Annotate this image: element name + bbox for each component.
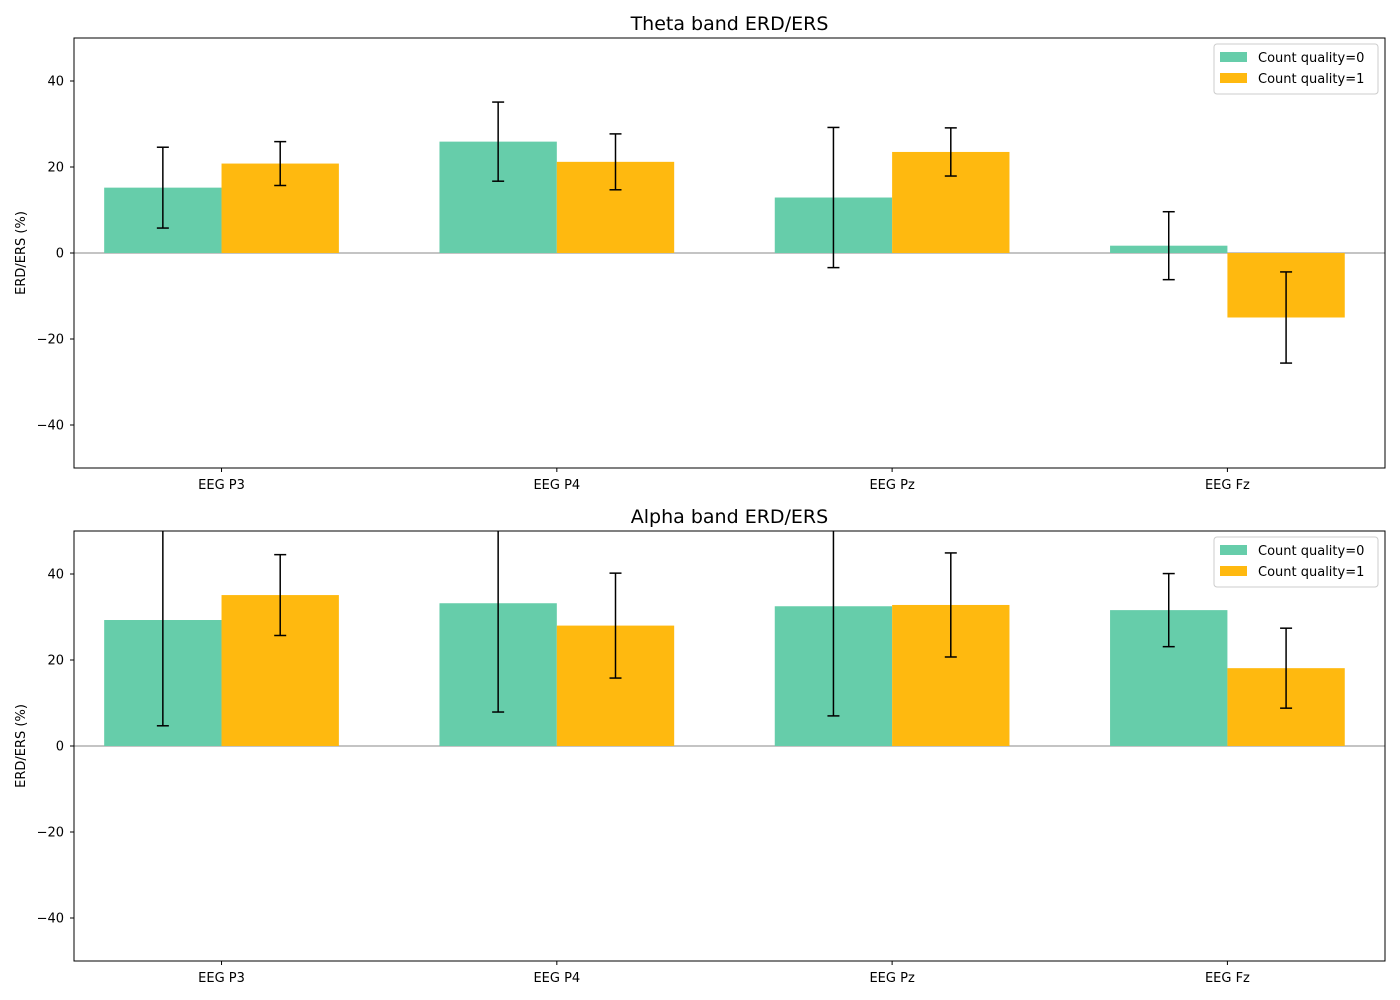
legend: Count quality=0 Count quality=1 [1213, 43, 1379, 95]
x-tick-label: EEG P3 [198, 971, 245, 986]
legend-swatch [1220, 545, 1247, 555]
x-tick-label: EEG Fz [1205, 971, 1250, 986]
y-tick-label: 40 [47, 75, 64, 90]
alpha-band-panel: −40 −20 0 20 40 EEG P3 EEG P4 EEG Pz EEG Fz Alpha… [14, 506, 1386, 986]
plot-area [74, 531, 1385, 747]
chart-title: Alpha band ERD/ERS [631, 506, 828, 528]
y-axis-label: ERD/ERS (%) [14, 704, 29, 788]
y-tick-label: 0 [56, 740, 64, 755]
x-tick-label: EEG Fz [1205, 478, 1250, 493]
y-tick-label: 20 [47, 161, 64, 176]
x-tick-label: EEG P4 [533, 971, 580, 986]
legend-box [1213, 536, 1379, 588]
y-axis-label: ERD/ERS (%) [14, 211, 29, 295]
legend-swatch [1220, 566, 1247, 576]
legend-swatch [1220, 52, 1247, 62]
legend-swatch [1220, 73, 1247, 83]
y-tick-label: 40 [47, 568, 64, 583]
y-tick-label: −20 [37, 826, 64, 841]
x-tick-label: EEG P3 [198, 478, 245, 493]
x-tick-label: EEG Pz [869, 478, 914, 493]
theta-band-panel: −40 −20 0 20 40 EEG P3 EEG P4 EEG Pz EEG Fz Theta… [14, 13, 1386, 493]
legend-label: Count quality=0 [1258, 51, 1364, 66]
y-tick-label: 20 [47, 654, 64, 669]
plot-area [74, 101, 1385, 364]
legend-label: Count quality=0 [1258, 544, 1364, 559]
legend-box [1213, 43, 1379, 95]
x-tick-label: EEG Pz [869, 971, 914, 986]
y-tick-label: −20 [37, 333, 64, 348]
y-tick-label: −40 [37, 419, 64, 434]
x-tick-label: EEG P4 [533, 478, 580, 493]
legend-label: Count quality=1 [1258, 565, 1364, 580]
chart-title: Theta band ERD/ERS [630, 13, 829, 35]
y-tick-label: −40 [37, 912, 64, 927]
y-tick-label: 0 [56, 247, 64, 262]
legend-label: Count quality=1 [1258, 72, 1364, 87]
legend: Count quality=0 Count quality=1 [1213, 536, 1379, 588]
